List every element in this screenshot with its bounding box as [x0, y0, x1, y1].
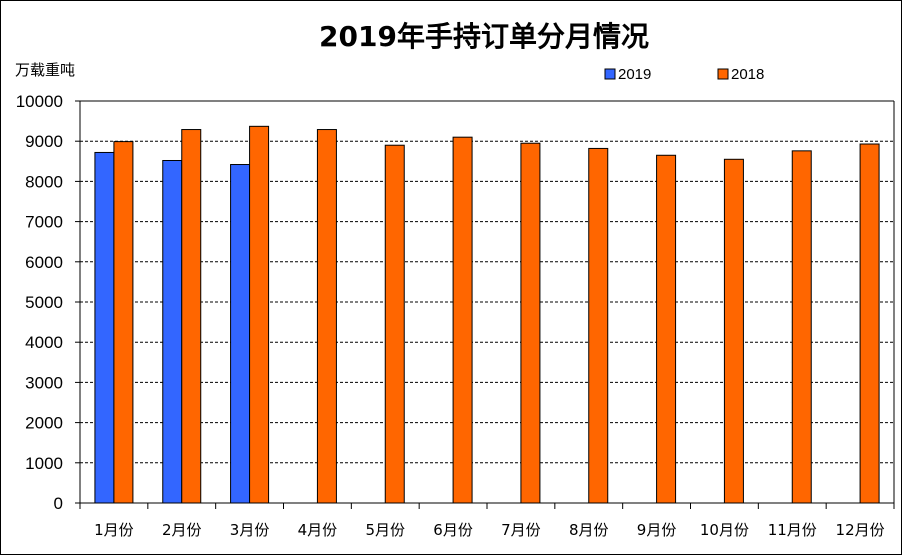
gridlines: [80, 100, 894, 464]
y-axis-unit-label: 万载重吨: [15, 61, 75, 79]
x-tick-label: 10月份: [700, 521, 749, 539]
bar-2018-11: [791, 150, 812, 504]
legend-label-2019: 2019: [618, 66, 651, 83]
x-tick-label: 4月份: [298, 521, 338, 539]
bar-2018-10: [723, 158, 744, 504]
y-tick-label: 7000: [25, 213, 63, 232]
x-tick-label: 5月份: [365, 521, 405, 539]
x-tick-label: 7月份: [501, 521, 541, 539]
y-tick-label: 2000: [25, 414, 63, 433]
bars: [94, 125, 880, 504]
bar-2018-9: [656, 154, 677, 504]
x-tick-labels: 1月份 2月份 3月份 4月份 5月份 6月份 7月份 8月份 9月份 10月份 11月份 12月份: [94, 521, 884, 539]
bar-2018-12: [859, 143, 880, 504]
legend: 2019 2018: [604, 66, 764, 83]
x-tick-label: 12月份: [836, 521, 885, 539]
bar-2018-8: [588, 147, 609, 504]
y-tick-label: 10000: [16, 92, 63, 111]
y-tick-labels: 0 1000 2000 3000 4000 5000 6000 7000 8000 9000 100…: [16, 92, 63, 513]
chart-title: 2019年手持订单分月情况: [319, 20, 649, 53]
y-tick-label: 4000: [25, 333, 63, 352]
y-tick-label: 9000: [25, 132, 63, 151]
y-tick-label: 0: [54, 494, 63, 513]
bar-2018-3: [249, 125, 270, 504]
x-tick-label: 9月份: [637, 521, 677, 539]
bar-2018-6: [452, 136, 473, 504]
bar-2018-4: [316, 129, 337, 504]
bar-2019-3: [230, 164, 251, 504]
x-tick-label: 3月份: [230, 521, 270, 539]
bar-2018-1: [113, 141, 134, 504]
bar-2018-2: [181, 129, 202, 504]
x-tick-label: 1月份: [94, 521, 134, 539]
axes: [75, 100, 895, 509]
x-tick-label: 2月份: [162, 521, 202, 539]
bar-2018-5: [384, 144, 405, 504]
x-tick-label: 6月份: [433, 521, 473, 539]
x-tick-label: 8月份: [569, 521, 609, 539]
legend-swatch-2018: [717, 68, 729, 80]
y-tick-label: 6000: [25, 253, 63, 272]
x-tick-label: 11月份: [768, 521, 817, 539]
legend-swatch-2019: [604, 68, 616, 80]
y-tick-label: 8000: [25, 172, 63, 191]
legend-label-2018: 2018: [731, 66, 764, 83]
y-tick-label: 5000: [25, 293, 63, 312]
y-tick-label: 1000: [25, 454, 63, 473]
bar-2019-2: [162, 159, 183, 504]
bar-2018-7: [520, 142, 541, 504]
bar-2019-1: [94, 151, 115, 504]
y-tick-label: 3000: [25, 373, 63, 392]
